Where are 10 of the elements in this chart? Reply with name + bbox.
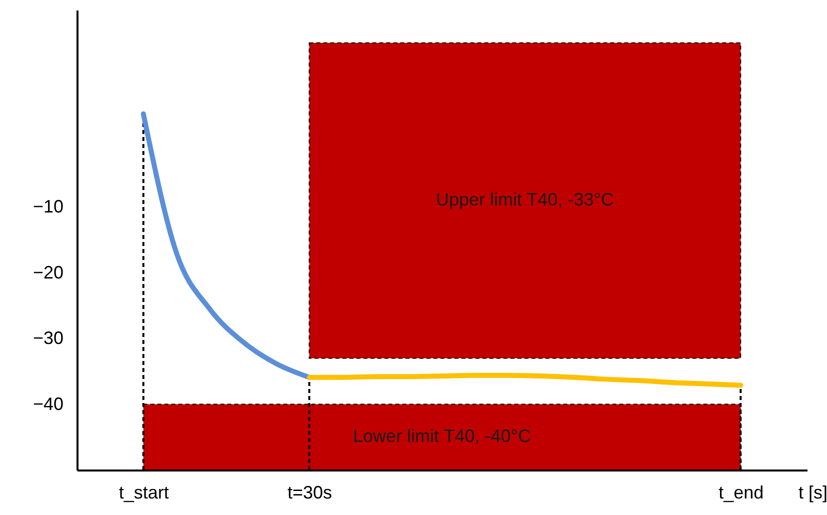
x-tick-label: t_end [718,482,764,502]
annotation: Lower limit T40, -40°C [353,426,531,446]
y-tick-label: −40 [32,394,64,414]
x-tick-label: t_start [118,482,169,502]
annotation: Upper limit T40, -33°C [436,190,614,210]
y-tick-label: −10 [32,196,64,217]
x-axis-title: t [s] [798,482,827,502]
y-tick-label: −30 [32,328,64,348]
x-tick-label: t=30s [288,482,332,502]
y-tick-label: −20 [32,262,64,282]
